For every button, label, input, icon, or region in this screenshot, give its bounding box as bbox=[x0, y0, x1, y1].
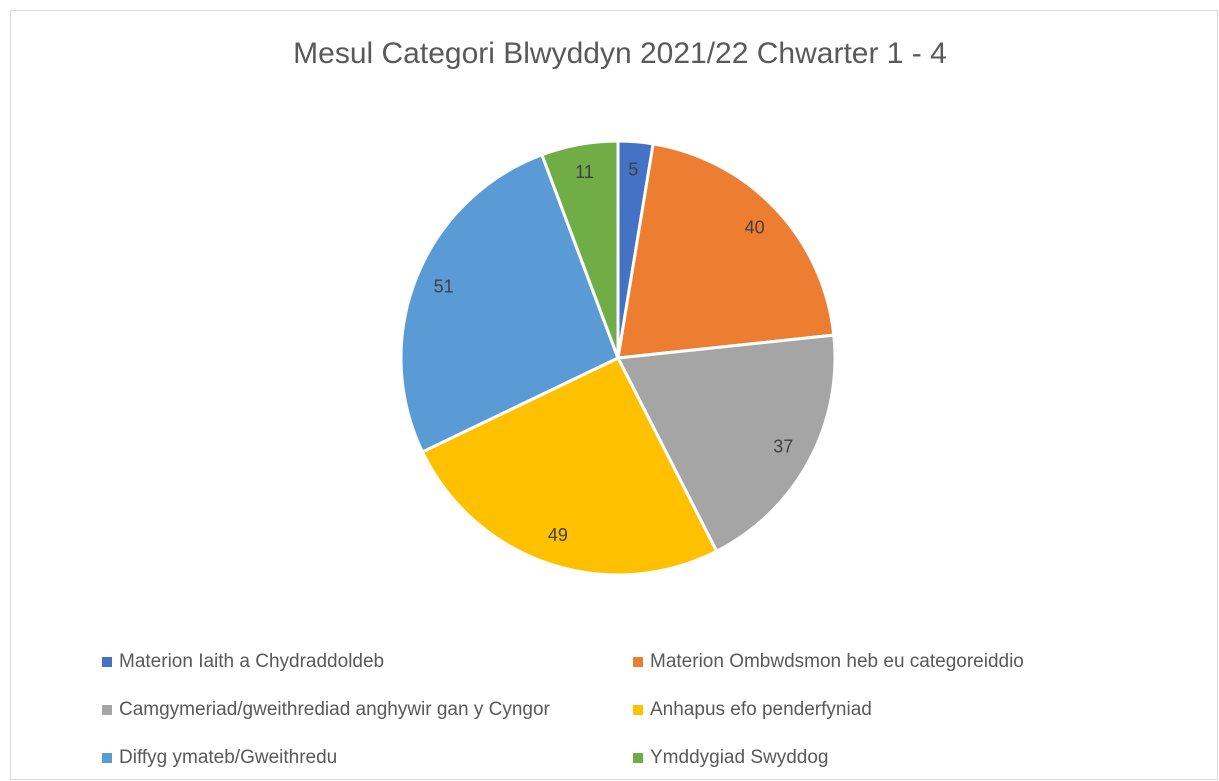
data-label: 37 bbox=[773, 436, 793, 456]
pie-slice bbox=[615, 333, 837, 554]
legend-marker bbox=[633, 657, 643, 667]
legend-marker bbox=[102, 705, 112, 715]
legend-label: Anhapus efo penderfyniad bbox=[650, 699, 872, 720]
data-label: 11 bbox=[575, 162, 594, 182]
legend-marker bbox=[102, 657, 112, 667]
legend-marker bbox=[633, 705, 643, 715]
legend-label: Diffyg ymateb/Gweithredu bbox=[119, 747, 337, 768]
legend-label: Camgymeriad/gweithrediad anghywir gan y … bbox=[119, 699, 551, 720]
legend-label: Materion Ombwdsmon heb eu categoreiddio bbox=[650, 651, 1024, 672]
pie-slice bbox=[420, 356, 719, 577]
legend-marker bbox=[102, 753, 112, 763]
legend-marker bbox=[633, 753, 643, 763]
chart-title: Mesul Categori Blwyddyn 2021/22 Chwarter… bbox=[293, 37, 947, 70]
pie-slice bbox=[540, 139, 620, 359]
legend-label: Materion Iaith a Chydraddoldeb bbox=[119, 651, 384, 672]
pie-slice bbox=[399, 152, 620, 454]
data-label: 40 bbox=[745, 218, 765, 238]
legend-label: Ymddygiad Swyddog bbox=[650, 747, 829, 768]
data-label: 5 bbox=[628, 159, 638, 179]
pie-slice bbox=[616, 142, 836, 360]
data-label: 49 bbox=[548, 525, 568, 545]
data-label: 51 bbox=[434, 277, 454, 297]
